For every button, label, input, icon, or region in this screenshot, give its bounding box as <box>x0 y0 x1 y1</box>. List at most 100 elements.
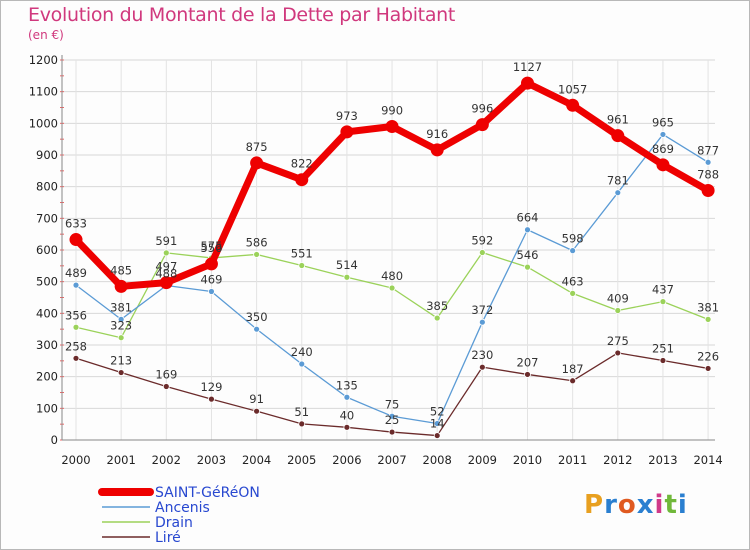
data-label: 488 <box>155 266 177 280</box>
data-label: 822 <box>291 157 313 171</box>
data-label: 592 <box>471 234 493 248</box>
x-tick-label: 2009 <box>468 453 497 467</box>
y-tick-label: 1000 <box>29 116 58 130</box>
data-label: 916 <box>426 127 448 141</box>
data-label: 372 <box>471 303 493 317</box>
data-label: 129 <box>200 380 222 394</box>
data-label: 664 <box>517 211 539 225</box>
chart-title: Evolution du Montant de la Dette par Hab… <box>28 4 456 26</box>
x-tick-label: 2005 <box>287 453 316 467</box>
y-tick-label: 300 <box>36 338 58 352</box>
data-point <box>614 307 622 314</box>
data-label: 973 <box>336 109 358 123</box>
data-point <box>72 354 80 362</box>
data-point <box>253 325 261 333</box>
data-label: 75 <box>385 397 400 411</box>
legend-label: Drain <box>155 515 193 531</box>
data-point <box>704 365 712 372</box>
data-label: 575 <box>200 239 222 253</box>
y-tick-label: 200 <box>36 370 58 384</box>
logo-letter: r <box>604 490 618 520</box>
y-tick-label: 400 <box>36 306 58 320</box>
data-point <box>478 249 486 256</box>
data-point <box>343 393 351 401</box>
legend-label: SAINT-GéRéON <box>155 485 260 501</box>
data-point <box>614 349 622 357</box>
data-point <box>388 284 396 292</box>
y-tick-label: 600 <box>36 243 58 257</box>
data-label: 788 <box>697 167 719 181</box>
data-label: 40 <box>340 408 355 422</box>
data-label: 381 <box>697 300 719 314</box>
data-point <box>704 158 712 166</box>
data-point <box>656 158 670 172</box>
data-point <box>250 156 264 170</box>
data-point <box>704 315 712 323</box>
legend-label: Liré <box>155 530 181 546</box>
data-point <box>569 289 577 297</box>
data-label: 356 <box>65 308 87 322</box>
data-label: 258 <box>65 339 87 353</box>
x-tick-label: 2007 <box>377 453 406 467</box>
data-point <box>298 420 306 428</box>
data-label: 91 <box>249 392 264 406</box>
data-point <box>701 183 715 197</box>
data-label: 275 <box>607 334 629 348</box>
data-point <box>72 323 80 331</box>
data-label: 437 <box>652 283 674 297</box>
x-tick-label: 2010 <box>513 453 542 467</box>
data-label: 251 <box>652 342 674 356</box>
data-point <box>208 288 215 295</box>
data-point <box>117 315 125 323</box>
data-point <box>475 118 489 132</box>
y-tick-label: 100 <box>36 401 58 415</box>
logo-letter: i <box>654 490 665 520</box>
data-point <box>343 423 351 431</box>
y-tick-label: 1200 <box>29 53 58 67</box>
data-label: 213 <box>110 354 132 368</box>
y-tick-label: 900 <box>36 148 58 162</box>
data-label: 990 <box>381 104 403 118</box>
data-label: 385 <box>426 299 448 313</box>
x-tick-label: 2012 <box>603 453 632 467</box>
data-point <box>478 363 486 371</box>
data-label: 240 <box>291 345 313 359</box>
data-point <box>478 318 486 326</box>
logo-letter: i <box>677 490 688 520</box>
data-label: 226 <box>697 349 719 363</box>
data-point <box>614 189 622 197</box>
proxiti-logo: Proxiti <box>584 490 688 520</box>
data-point <box>524 226 531 234</box>
chart-unit: (en €) <box>28 28 64 42</box>
data-label: 480 <box>381 269 403 283</box>
data-label: 586 <box>246 235 268 249</box>
data-point <box>253 251 261 258</box>
data-label: 51 <box>294 405 309 419</box>
data-point <box>524 263 531 271</box>
data-label: 546 <box>517 248 539 262</box>
data-point <box>521 76 534 90</box>
data-point <box>208 395 215 403</box>
data-label: 875 <box>246 140 268 154</box>
data-point <box>114 279 128 293</box>
data-label: 965 <box>652 115 674 129</box>
data-label: 485 <box>110 263 132 277</box>
logo-letter: P <box>584 490 605 520</box>
x-tick-label: 2014 <box>693 453 722 467</box>
y-tick-label: 1100 <box>29 85 58 99</box>
y-tick-label: 800 <box>36 180 58 194</box>
data-point <box>659 357 667 364</box>
data-point <box>298 360 306 368</box>
logo-letter: x <box>636 490 655 520</box>
legend-label: Ancenis <box>155 500 210 516</box>
data-label: 25 <box>385 413 400 427</box>
data-point <box>569 247 577 255</box>
data-label: 1127 <box>513 60 542 74</box>
data-label: 323 <box>110 319 132 333</box>
x-tick-label: 2003 <box>197 453 226 467</box>
data-label: 551 <box>291 247 313 261</box>
data-label: 409 <box>607 291 629 305</box>
data-label: 463 <box>562 274 584 288</box>
x-tick-label: 2001 <box>107 453 136 467</box>
